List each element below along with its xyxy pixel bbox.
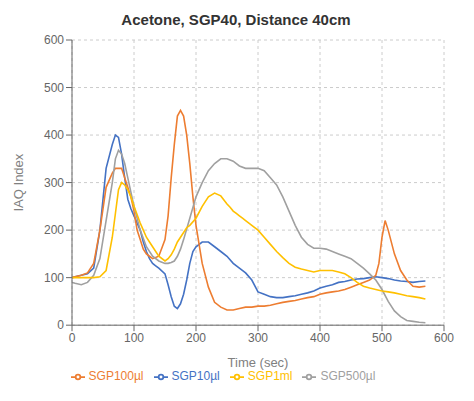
svg-text:0: 0	[69, 331, 76, 345]
html-text:SGP10µl: SGP10µl	[171, 369, 220, 384]
svg-text:400: 400	[44, 128, 64, 142]
svg-text:Time (sec): Time (sec)	[228, 355, 289, 370]
html-text:SGP1ml: SGP1ml	[247, 369, 293, 384]
html-text:SGP100µl: SGP100µl	[88, 369, 144, 384]
html-text:SGP500µl: SGP500µl	[320, 369, 376, 384]
svg-text:500: 500	[372, 331, 392, 345]
svg-text:600: 600	[44, 33, 64, 47]
svg-text:600: 600	[434, 331, 454, 345]
html-text:Acetone, SGP40, Distance 40cm: Acetone, SGP40, Distance 40cm	[121, 11, 351, 28]
svg-text:0: 0	[57, 318, 64, 332]
svg-text:200: 200	[44, 223, 64, 237]
svg-text:IAQ Index: IAQ Index	[11, 153, 26, 211]
svg-text:500: 500	[44, 81, 64, 95]
svg-text:400: 400	[310, 331, 330, 345]
svg-text:100: 100	[44, 271, 64, 285]
svg-text:200: 200	[186, 331, 206, 345]
svg-text:100: 100	[124, 331, 144, 345]
svg-text:300: 300	[248, 331, 268, 345]
svg-text:300: 300	[44, 176, 64, 190]
